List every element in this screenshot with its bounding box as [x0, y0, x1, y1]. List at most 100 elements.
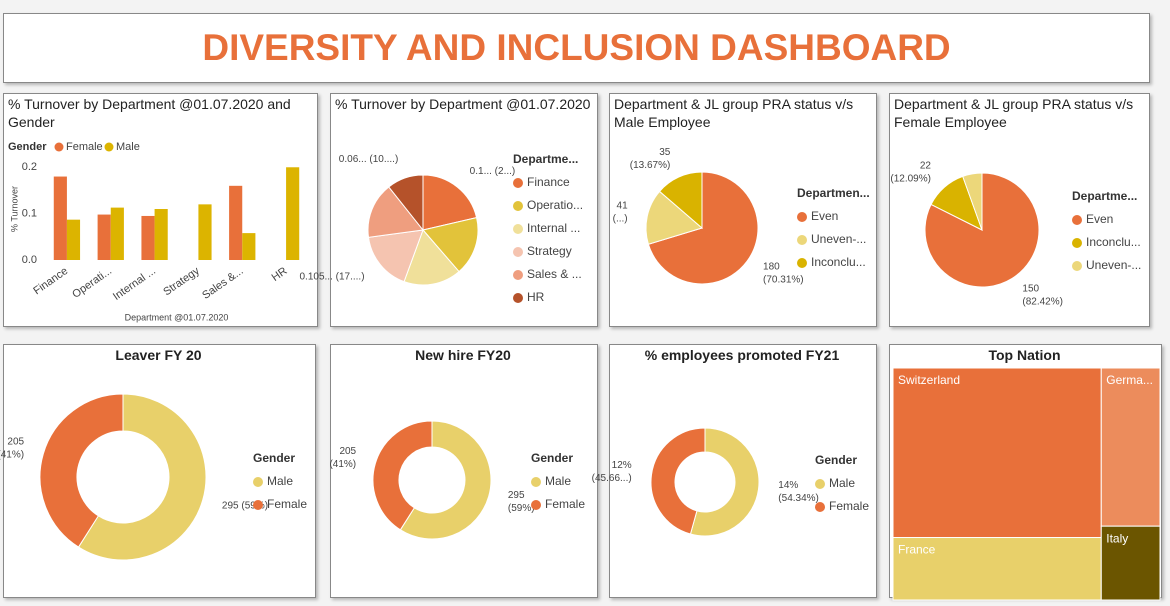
value-label: 41: [617, 200, 629, 211]
tile-label: Switzerland: [898, 373, 960, 387]
pie-slice: [403, 229, 460, 286]
legend-swatch: [513, 178, 523, 188]
panel-title: Leaver FY 20: [115, 347, 202, 363]
bar: [286, 167, 300, 260]
value-label: 0.1... (2...): [470, 166, 516, 177]
header: DIVERSITY AND INCLUSION DASHBOARD: [3, 13, 1150, 83]
legend-label: Operatio...: [527, 198, 583, 212]
treemap-tile: [892, 367, 1102, 539]
legend-label: Finance: [527, 175, 570, 189]
value-label: (45.66...): [592, 473, 632, 484]
legend-swatch: [797, 235, 807, 245]
bar: [154, 209, 168, 260]
donut-slice: [372, 420, 433, 531]
value-label: 205: [339, 446, 356, 457]
donut-slice: [399, 420, 492, 540]
legend-title: Gender: [253, 451, 295, 465]
x-tick-label: Internal ...: [111, 265, 158, 303]
legend-label: Male: [829, 476, 855, 490]
legend-label: Female: [267, 497, 307, 511]
pie-slice: [367, 229, 424, 283]
pie-slice: [388, 174, 424, 232]
legend-swatch: [1072, 238, 1082, 248]
donut-slice: [689, 427, 760, 537]
legend-label: Internal ...: [527, 221, 580, 235]
legend-label: Sales & ...: [527, 267, 582, 281]
y-tick-label: 0.0: [22, 254, 37, 266]
bar: [66, 219, 81, 260]
legend-swatch: [531, 500, 541, 510]
pie-slice: [658, 171, 703, 230]
legend-label: Male: [545, 474, 571, 488]
bar: [141, 215, 155, 260]
legend-swatch: [1072, 215, 1082, 225]
value-label: (13.67%): [630, 160, 671, 171]
legend-swatch: [797, 258, 807, 268]
legend-title: Departmen...: [797, 186, 870, 200]
value-label: 0.06... (10....): [339, 154, 398, 165]
panel-title: Department & JL group PRA status v/s Fem…: [894, 96, 1134, 130]
legend-label: Inconclu...: [811, 255, 866, 269]
pie-slice: [367, 186, 424, 238]
value-label: 0.105... (17....): [299, 272, 364, 283]
donut-slice: [650, 427, 706, 535]
x-tick-label: Finance: [31, 265, 70, 297]
legend-swatch: [1072, 261, 1082, 271]
legend-title: Gender: [8, 141, 47, 153]
value-label: 180: [763, 261, 780, 272]
value-label: 295 (59%): [222, 500, 268, 511]
legend-swatch: [513, 293, 523, 303]
x-tick-label: Strategy: [161, 265, 202, 299]
legend-swatch: [253, 500, 263, 510]
pie-slice: [962, 172, 983, 231]
y-tick-label: 0.2: [22, 161, 37, 173]
legend-title: Gender: [815, 453, 857, 467]
legend-label: Uneven-...: [811, 232, 866, 246]
legend-swatch: [513, 247, 523, 257]
value-label: 295: [508, 490, 525, 501]
tile-label: France: [898, 543, 936, 557]
pie-slice: [422, 174, 478, 231]
legend-swatch: [815, 479, 825, 489]
x-axis-label: Department @01.07.2020: [125, 312, 229, 322]
value-label: (59%): [508, 503, 535, 514]
legend-swatch: [513, 270, 523, 280]
bar: [97, 214, 111, 260]
x-tick-label: Operati...: [70, 265, 114, 301]
panel-title: Department & JL group PRA status v/s Mal…: [614, 96, 854, 130]
donut-slice: [77, 393, 207, 561]
legend-swatch: [513, 224, 523, 234]
legend-label: Female: [829, 499, 869, 513]
panel-title: % Turnover by Department @01.07.2020 and…: [8, 96, 291, 130]
legend-swatch: [531, 477, 541, 487]
x-tick-label: Sales &...: [200, 265, 245, 302]
tile-label: Italy: [1106, 531, 1128, 545]
x-tick-label: HR: [270, 265, 290, 284]
bar: [229, 185, 243, 260]
pie-slice: [645, 190, 704, 245]
bar: [198, 204, 212, 260]
legend-swatch: [54, 142, 64, 152]
legend-swatch: [513, 201, 523, 211]
tile-label: Germa...: [1106, 373, 1153, 387]
legend-title: Departme...: [1072, 189, 1137, 203]
pie-slice: [647, 171, 759, 285]
value-label: (82.42%): [1022, 297, 1063, 308]
legend-label: Uneven-...: [1086, 258, 1141, 272]
legend-swatch: [253, 477, 263, 487]
pie-slice: [422, 217, 479, 273]
treemap-tile: [1100, 367, 1161, 527]
treemap-tile: [892, 537, 1102, 601]
bar: [110, 207, 124, 260]
legend-label: Female: [66, 141, 103, 153]
value-label: 14%: [778, 480, 798, 491]
value-label: (54.34%): [778, 493, 819, 504]
y-tick-label: 0.1: [22, 208, 37, 220]
legend-swatch: [104, 142, 114, 152]
value-label: 12%: [612, 460, 632, 471]
value-label: (41%): [0, 449, 24, 460]
panel-title: % Turnover by Department @01.07.2020: [335, 96, 591, 112]
bar: [53, 176, 67, 260]
legend-label: Strategy: [527, 244, 572, 258]
